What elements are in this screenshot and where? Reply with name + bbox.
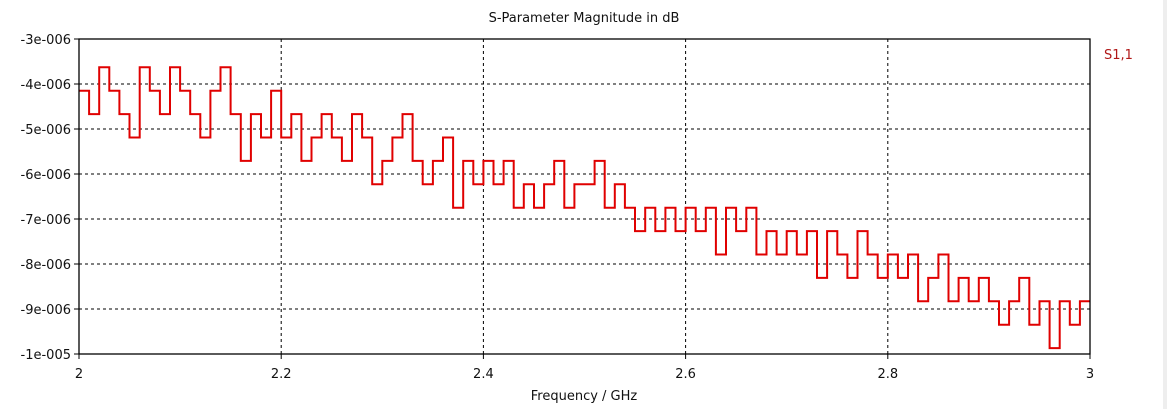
series-s11 [79,66,1090,350]
y-tick-label: -6e-006 [21,168,71,183]
y-tick-label: -4e-006 [21,78,71,93]
x-tick-label: 2.6 [675,367,696,382]
x-tick-label: 2.2 [271,367,292,382]
y-tick-label: -7e-006 [21,213,71,228]
grid [79,39,1090,354]
x-tick-label: 3 [1086,367,1094,382]
series-line [79,66,1090,350]
y-tick-label: -5e-006 [21,123,71,138]
x-axis-label: Frequency / GHz [531,389,638,404]
x-tick-label: 2.8 [877,367,898,382]
x-axis-ticks: 2 2.2 2.4 2.6 2.8 3 [75,354,1094,382]
y-tick-label: -8e-006 [21,258,71,273]
y-tick-label: -1e-005 [21,348,71,363]
chart-title: S-Parameter Magnitude in dB [489,11,680,26]
x-tick-label: 2 [75,367,83,382]
legend-entry-s11: S1,1 [1104,48,1133,63]
x-tick-label: 2.4 [473,367,494,382]
plot-frame [78,38,1091,355]
y-axis-ticks: -3e-006 -4e-006 -5e-006 -6e-006 -7e-006 -8e-0… [21,33,79,363]
scrollbar-edge [1163,0,1167,409]
y-tick-label: -9e-006 [21,303,71,318]
y-tick-label: -3e-006 [21,33,71,48]
